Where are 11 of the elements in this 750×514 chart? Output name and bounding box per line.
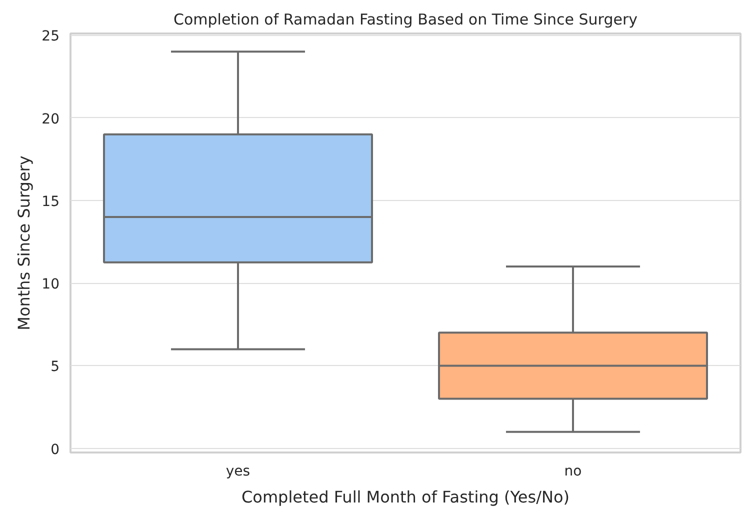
y-tick-label: 20 [42,111,60,128]
y-tick-label: 5 [50,359,60,376]
y-axis-title: Months Since Surgery [14,156,34,330]
x-axis-title: Completed Full Month of Fasting (Yes/No) [242,488,570,506]
y-tick-label: 10 [42,276,60,293]
x-tick-label: yes [226,464,250,480]
y-tick-label: 0 [50,442,60,458]
chart-title: Completion of Ramadan Fasting Based on Time Since Surgery [174,10,638,28]
y-tick-label: 25 [42,28,60,45]
x-tick-label: no [564,464,582,480]
y-tick-label: 15 [42,194,60,210]
